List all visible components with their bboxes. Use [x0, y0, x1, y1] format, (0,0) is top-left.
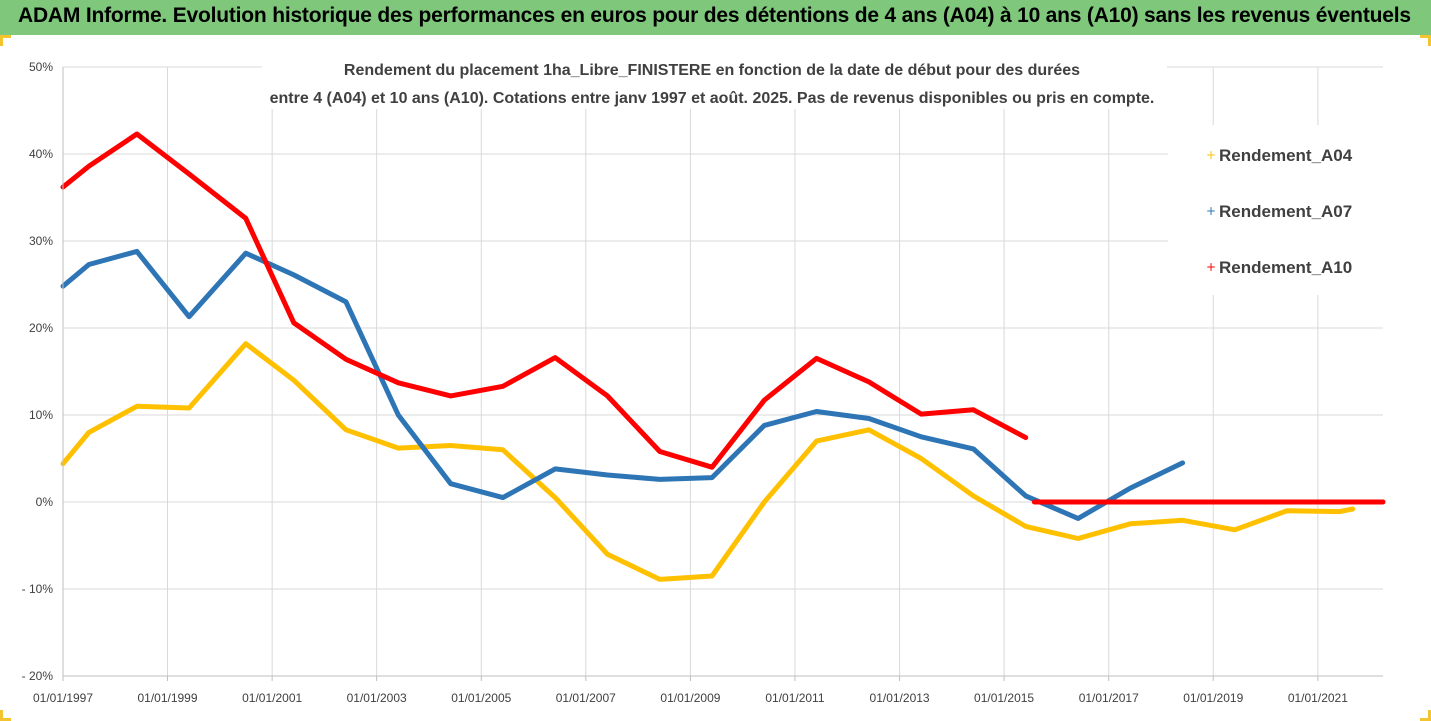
title-banner: ADAM Informe. Evolution historique des p… — [0, 0, 1431, 35]
chart-title-background — [262, 53, 1167, 109]
frame-corner-bottom-right — [1420, 710, 1431, 721]
legend-label: Rendement_A04 — [1219, 146, 1353, 165]
chart-title-line-2: entre 4 (A04) et 10 ans (A10). Cotations… — [270, 90, 1155, 107]
x-tick-label: 01/01/2013 — [870, 691, 930, 705]
series-line-1 — [60, 341, 1356, 582]
frame-corner-bottom-left — [0, 710, 11, 721]
legend-background — [1168, 125, 1383, 295]
legend-marker: + — [1206, 148, 1216, 162]
y-tick-label: 30% — [29, 234, 53, 248]
x-tick-label: 01/01/2005 — [451, 691, 511, 705]
x-tick-label: 01/01/1997 — [33, 691, 93, 705]
y-tick-label: 20% — [29, 321, 53, 335]
y-tick-label: - 10% — [22, 582, 54, 596]
x-tick-label: 01/01/2017 — [1079, 691, 1139, 705]
legend-label: Rendement_A07 — [1219, 202, 1352, 221]
x-tick-label: 01/01/2001 — [242, 691, 302, 705]
legend-marker: + — [1206, 260, 1216, 274]
series-lines — [60, 131, 1386, 582]
legend-marker: + — [1206, 204, 1216, 218]
axes: 50% 40% 30% 20% 10% 0% - 10% - 20% 01/01/1997 01/… — [22, 60, 1383, 705]
y-tick-label: - 20% — [22, 669, 54, 683]
frame-corner-top-left — [0, 35, 11, 46]
chart-title-line-1: Rendement du placement 1ha_Libre_FINISTE… — [344, 62, 1080, 79]
series-line-3 — [60, 131, 1029, 470]
x-tick-label: 01/01/2003 — [347, 691, 407, 705]
y-tick-label: 40% — [29, 147, 53, 161]
x-tick-label: 01/01/1999 — [137, 691, 197, 705]
frame-corner-top-right — [1420, 35, 1431, 46]
series-line-2 — [60, 248, 1186, 521]
legend-label: Rendement_A10 — [1219, 258, 1352, 277]
x-tick-label: 01/01/2021 — [1288, 691, 1348, 705]
x-tick-label: 01/01/2007 — [556, 691, 616, 705]
y-tick-label: 0% — [36, 495, 54, 509]
line-chart: 50% 40% 30% 20% 10% 0% - 10% - 20% 01/01/1997 01/… — [22, 53, 1386, 705]
x-tick-label: 01/01/2011 — [765, 691, 824, 705]
x-tick-label: 01/01/2019 — [1183, 691, 1243, 705]
y-tick-label: 50% — [29, 60, 53, 74]
y-tick-label: 10% — [29, 408, 53, 422]
x-tick-label: 01/01/2015 — [974, 691, 1034, 705]
page-title: ADAM Informe. Evolution historique des p… — [18, 4, 1411, 27]
legend: + Rendement_A04+ Rendement_A07+ Rendement_A… — [1168, 125, 1383, 295]
x-tick-label: 01/01/2009 — [660, 691, 720, 705]
